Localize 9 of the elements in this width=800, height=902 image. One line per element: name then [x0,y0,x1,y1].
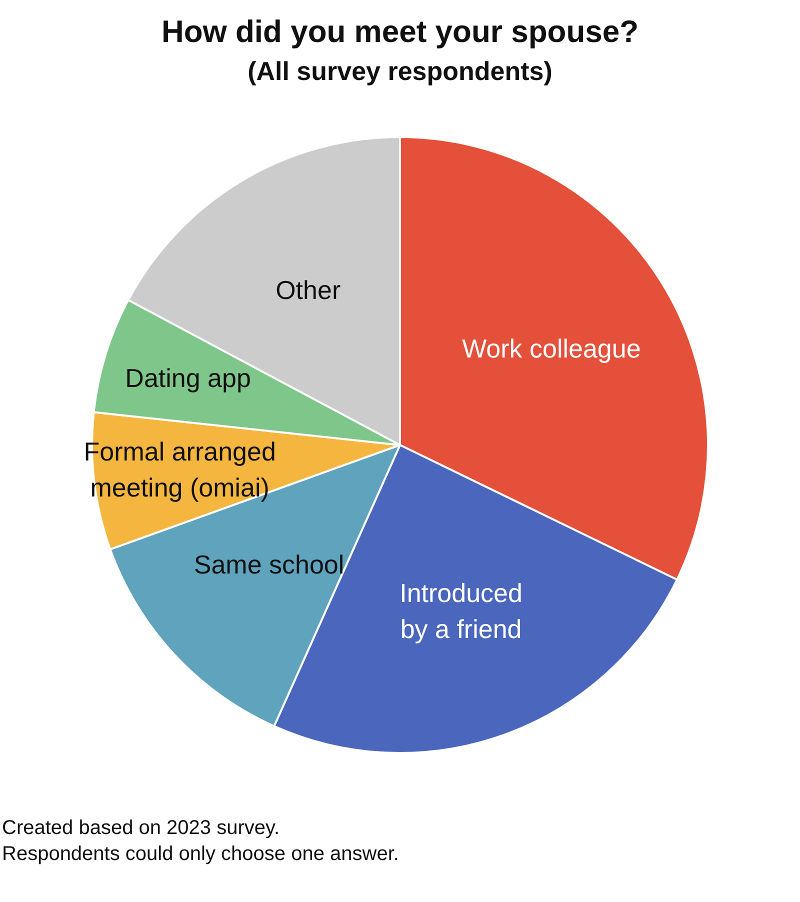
slice-label: Work colleague [462,333,641,364]
slice-label: Introduced by a friend [400,578,522,644]
slice-label: Other [276,274,341,305]
chart-title: How did you meet your spouse? [160,13,640,50]
text: Created based on 2023 survey. [2,816,281,841]
chart-subtitle: (All survey respondents) [246,56,554,87]
slice-label: Same school [194,550,344,580]
text: Respondents could only choose one answer. [2,842,399,867]
slice-label: Dating app [125,362,251,393]
